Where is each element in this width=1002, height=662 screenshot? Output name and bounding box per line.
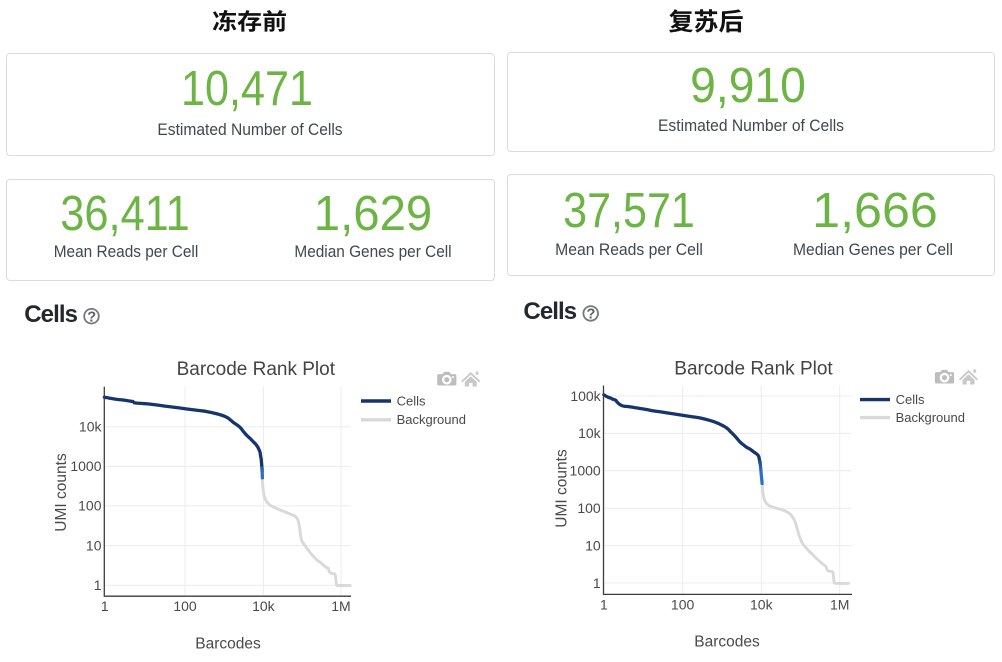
svg-text:10k: 10k bbox=[79, 419, 103, 435]
svg-text:Background: Background bbox=[397, 412, 466, 427]
svg-text:Barcode Rank Plot: Barcode Rank Plot bbox=[674, 359, 833, 380]
svg-text:1: 1 bbox=[593, 575, 601, 591]
svg-text:1M: 1M bbox=[331, 598, 350, 614]
svg-text:Barcodes: Barcodes bbox=[195, 636, 261, 653]
svg-text:100k: 100k bbox=[570, 388, 601, 404]
svg-text:10: 10 bbox=[86, 537, 102, 553]
svg-text:10k: 10k bbox=[578, 425, 602, 441]
svg-text:1000: 1000 bbox=[70, 458, 101, 474]
svg-text:UMI counts: UMI counts bbox=[53, 453, 70, 532]
svg-text:1M: 1M bbox=[830, 596, 849, 612]
svg-text:10: 10 bbox=[585, 537, 601, 553]
svg-text:?: ? bbox=[586, 307, 595, 323]
svg-text:100: 100 bbox=[671, 596, 695, 612]
svg-text:UMI counts: UMI counts bbox=[554, 449, 571, 528]
svg-text:Cells: Cells bbox=[896, 392, 925, 407]
svg-text:1: 1 bbox=[94, 577, 102, 593]
svg-text:Barcode Rank Plot: Barcode Rank Plot bbox=[177, 359, 336, 380]
svg-text:Barcodes: Barcodes bbox=[694, 634, 760, 651]
svg-text:1: 1 bbox=[101, 598, 109, 614]
svg-text:Cells: Cells bbox=[397, 393, 426, 408]
svg-text:1000: 1000 bbox=[570, 463, 601, 479]
svg-text:?: ? bbox=[87, 309, 96, 325]
svg-text:100: 100 bbox=[173, 598, 197, 614]
svg-text:10k: 10k bbox=[252, 598, 276, 614]
svg-text:100: 100 bbox=[577, 500, 601, 516]
svg-text:1: 1 bbox=[600, 596, 608, 612]
svg-text:100: 100 bbox=[78, 498, 102, 514]
svg-text:Background: Background bbox=[896, 410, 965, 425]
svg-text:10k: 10k bbox=[750, 596, 774, 612]
